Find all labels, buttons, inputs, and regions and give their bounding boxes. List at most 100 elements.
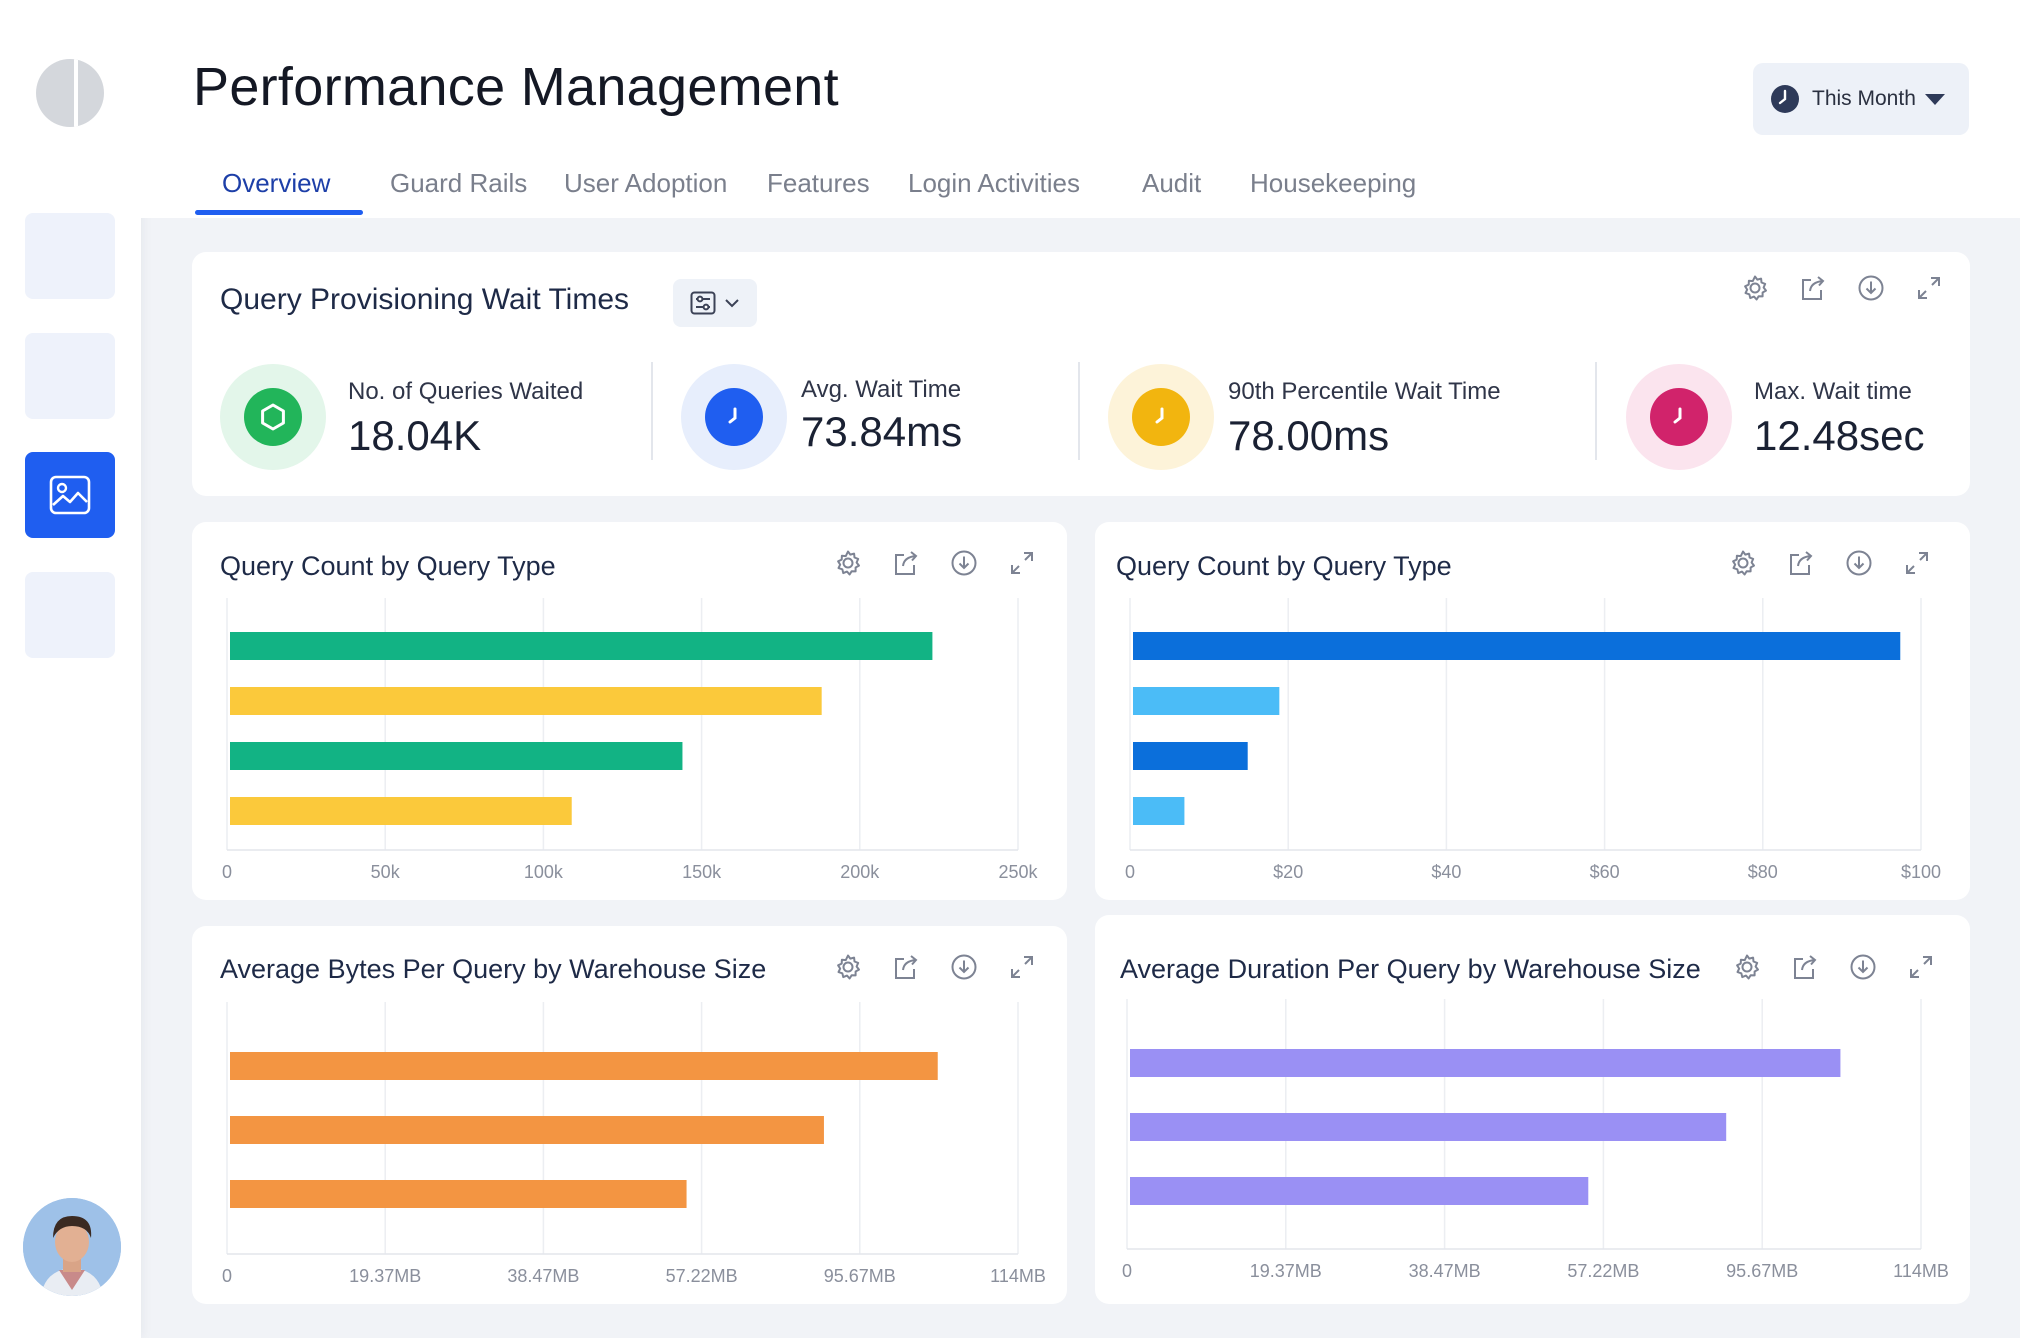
x-tick-label: 0 xyxy=(1125,862,1135,882)
bar[interactable] xyxy=(1133,632,1901,660)
bar[interactable] xyxy=(1133,742,1248,770)
kpi-card-title: Query Provisioning Wait Times xyxy=(220,283,630,316)
image-icon xyxy=(49,475,91,515)
kpi-label: Max. Wait time xyxy=(1754,378,1912,405)
hexagon-icon xyxy=(261,403,285,431)
expand-icon[interactable] xyxy=(1903,549,1931,577)
chart-card-avg-duration: Average Duration Per Query by Warehouse … xyxy=(1095,915,1970,1304)
tab-user-adoption[interactable]: User Adoption xyxy=(564,168,728,198)
tab-guard-rails[interactable]: Guard Rails xyxy=(390,168,528,198)
page-title: Performance Management xyxy=(193,57,839,117)
share-icon[interactable] xyxy=(892,953,920,981)
expand-icon[interactable] xyxy=(1008,549,1036,577)
gear-icon[interactable] xyxy=(834,953,862,981)
x-tick-label: $100 xyxy=(1901,862,1941,882)
x-tick-label: 114MB xyxy=(990,1266,1046,1286)
share-icon[interactable] xyxy=(892,549,920,577)
kpi-icon-badge xyxy=(681,364,787,470)
expand-icon[interactable] xyxy=(1907,953,1935,981)
bar-chart: 0 50k 100k 150k 200k 250k xyxy=(222,598,1039,882)
bar[interactable] xyxy=(230,1116,824,1144)
x-tick-label: 100k xyxy=(524,862,564,882)
kpi-divider xyxy=(1078,362,1080,460)
bar[interactable] xyxy=(230,797,572,825)
kpi-divider xyxy=(1595,362,1597,460)
kpi-icon-badge xyxy=(1108,364,1214,470)
download-icon[interactable] xyxy=(950,953,978,981)
bar[interactable] xyxy=(1130,1113,1727,1141)
gear-icon[interactable] xyxy=(834,549,862,577)
kpi-value: 78.00ms xyxy=(1228,412,1390,459)
download-icon[interactable] xyxy=(1857,274,1885,302)
app-logo[interactable] xyxy=(36,59,104,127)
x-tick-label: 57.22MB xyxy=(1567,1261,1639,1281)
x-tick-label: $40 xyxy=(1431,862,1461,882)
kpi-value: 73.84ms xyxy=(801,408,963,455)
kpi-90th-percentile: 90th Percentile Wait Time 78.00ms xyxy=(1108,364,1588,470)
chart-toolbar xyxy=(834,953,1036,981)
sidebar-nav-item-4[interactable] xyxy=(25,572,115,658)
chart-card-query-count-type-b: Query Count by Query Type 0 $20 $40 $60 $80 $… xyxy=(1095,522,1970,900)
kpi-card: Query Provisioning Wait Times No. of Que… xyxy=(192,252,1970,496)
expand-icon[interactable] xyxy=(1008,953,1036,981)
clock-icon xyxy=(728,407,737,424)
x-tick-label: $60 xyxy=(1590,862,1620,882)
user-avatar[interactable] xyxy=(23,1198,121,1296)
download-icon[interactable] xyxy=(1845,549,1873,577)
bar[interactable] xyxy=(230,1052,938,1080)
chart-title: Query Count by Query Type xyxy=(220,551,556,581)
download-icon[interactable] xyxy=(950,549,978,577)
chevron-down-icon xyxy=(725,299,739,308)
kpi-icon-badge xyxy=(220,364,326,470)
share-icon[interactable] xyxy=(1787,549,1815,577)
bar[interactable] xyxy=(230,742,683,770)
sidebar-nav-item-2[interactable] xyxy=(25,333,115,419)
expand-icon[interactable] xyxy=(1915,274,1943,302)
top-header: Performance Management This Month Overvi… xyxy=(141,0,2020,218)
x-tick-label: 19.37MB xyxy=(1250,1261,1322,1281)
tab-overview[interactable]: Overview xyxy=(222,168,331,198)
tab-housekeeping[interactable]: Housekeeping xyxy=(1250,168,1417,198)
chart-card-avg-bytes: Average Bytes Per Query by Warehouse Siz… xyxy=(192,926,1067,1304)
gear-icon[interactable] xyxy=(1741,274,1769,302)
sidebar-nav-item-dashboard[interactable] xyxy=(25,452,115,538)
chart-toolbar xyxy=(1729,549,1931,577)
kpi-label: Avg. Wait Time xyxy=(801,376,962,403)
x-tick-label: 57.22MB xyxy=(666,1266,738,1286)
kpi-filter-button[interactable] xyxy=(673,279,757,327)
x-tick-label: 114MB xyxy=(1893,1261,1949,1281)
x-tick-label: 95.67MB xyxy=(824,1266,896,1286)
share-icon[interactable] xyxy=(1799,274,1827,302)
download-icon[interactable] xyxy=(1849,953,1877,981)
clock-icon xyxy=(1673,407,1682,424)
gear-icon[interactable] xyxy=(1733,953,1761,981)
sidebar-nav-item-1[interactable] xyxy=(25,213,115,299)
bar-chart: 0 $20 $40 $60 $80 $100 xyxy=(1125,598,1941,882)
x-tick-label: $80 xyxy=(1748,862,1778,882)
bar[interactable] xyxy=(1130,1049,1841,1077)
date-range-dropdown[interactable]: This Month xyxy=(1753,63,1969,135)
x-tick-label: 38.47MB xyxy=(507,1266,579,1286)
bar[interactable] xyxy=(230,632,933,660)
date-range-label: This Month xyxy=(1812,87,1916,110)
active-tab-indicator xyxy=(195,210,363,215)
bar[interactable] xyxy=(1133,797,1185,825)
bar[interactable] xyxy=(230,687,822,715)
sliders-icon xyxy=(690,291,716,315)
tab-audit[interactable]: Audit xyxy=(1142,168,1202,198)
x-tick-label: 0 xyxy=(1122,1261,1132,1281)
share-icon[interactable] xyxy=(1791,953,1819,981)
chart-title: Average Duration Per Query by Warehouse … xyxy=(1120,954,1701,984)
kpi-divider xyxy=(651,362,653,460)
bar[interactable] xyxy=(1130,1177,1589,1205)
bar-chart: 0 19.37MB 38.47MB 57.22MB 95.67MB 114MB xyxy=(222,1002,1046,1286)
tab-login-activities[interactable]: Login Activities xyxy=(908,168,1080,198)
gear-icon[interactable] xyxy=(1729,549,1757,577)
x-tick-label: 38.47MB xyxy=(1409,1261,1481,1281)
clock-icon xyxy=(1771,85,1799,113)
bar[interactable] xyxy=(230,1180,687,1208)
x-tick-label: 150k xyxy=(682,862,722,882)
tab-features[interactable]: Features xyxy=(767,168,870,198)
bar[interactable] xyxy=(1133,687,1280,715)
x-tick-label: 19.37MB xyxy=(349,1266,421,1286)
